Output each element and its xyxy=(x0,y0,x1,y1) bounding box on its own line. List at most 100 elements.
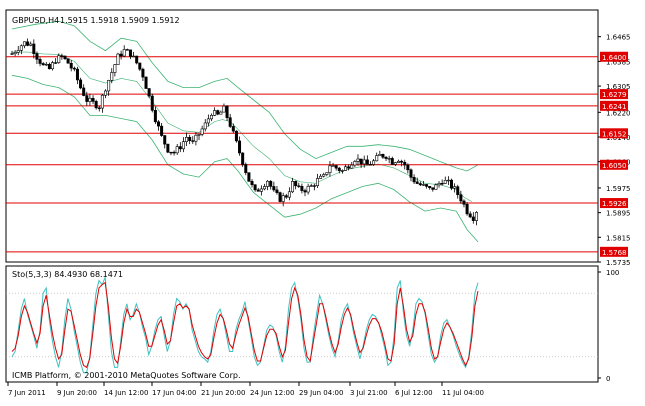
candle-body xyxy=(172,151,176,154)
candle-body xyxy=(400,160,404,163)
x-tick-label: 3 Jul 21:00 xyxy=(350,389,388,397)
level-label-box xyxy=(600,128,628,139)
level-label-box xyxy=(600,159,628,170)
candle-body xyxy=(178,146,182,150)
candle-body xyxy=(275,189,279,193)
y-tick-label: 1.5815 xyxy=(606,234,631,242)
candle-body xyxy=(250,181,254,186)
candle-body xyxy=(166,143,170,153)
candle-body xyxy=(322,174,326,177)
level-label-box xyxy=(600,89,628,100)
candle-body xyxy=(122,49,126,57)
candle-body xyxy=(347,166,351,169)
candle-body xyxy=(22,41,26,47)
candle-body xyxy=(54,62,58,64)
candle-body xyxy=(32,43,36,54)
candle-body xyxy=(244,164,248,173)
candle-body xyxy=(144,76,148,89)
candle-body xyxy=(350,164,354,169)
candle-body xyxy=(66,58,70,64)
stoch-y-tick-label: 100 xyxy=(606,269,619,277)
candle-body xyxy=(225,105,229,118)
candle-body xyxy=(443,180,447,184)
stoch-label: Sto(5,3,3) 84.4930 68.1471 xyxy=(12,270,123,279)
candle-body xyxy=(446,179,450,182)
candle-body xyxy=(269,180,273,187)
stoch-y-tick-label: 0 xyxy=(606,375,610,383)
candle-body xyxy=(465,203,469,215)
candle-body xyxy=(428,186,432,189)
candle-body xyxy=(284,195,288,198)
candle-body xyxy=(315,178,319,187)
candle-body xyxy=(238,140,242,154)
candle-body xyxy=(13,52,17,55)
candle-body xyxy=(468,213,472,218)
candle-body xyxy=(266,180,270,187)
level-label: 1.6279 xyxy=(602,91,627,99)
candle-body xyxy=(185,136,189,142)
candle-body xyxy=(26,41,30,46)
candle-body xyxy=(256,189,260,192)
candle-body xyxy=(241,152,245,165)
candle-body xyxy=(453,186,457,189)
candle-body xyxy=(203,122,207,130)
candle-body xyxy=(85,95,89,102)
candle-body xyxy=(47,63,51,70)
candle-body xyxy=(412,177,416,183)
candle-body xyxy=(440,183,444,185)
candle-body xyxy=(425,184,429,187)
candle-body xyxy=(100,94,104,109)
x-tick-label: 29 Jun 04:00 xyxy=(299,389,343,397)
candle-body xyxy=(119,53,123,57)
candle-body xyxy=(247,172,251,182)
candle-body xyxy=(409,169,413,178)
stoch-signal-line xyxy=(11,281,479,369)
candle-body xyxy=(209,115,213,120)
level-label-box xyxy=(600,100,628,111)
candle-body xyxy=(94,101,98,109)
y-tick-label: 1.5895 xyxy=(606,210,631,218)
candle-body xyxy=(334,165,338,169)
candle-body xyxy=(337,167,341,172)
candle-body xyxy=(372,160,376,165)
x-tick-label: 6 Jul 12:00 xyxy=(395,389,433,397)
candle-body xyxy=(381,153,385,158)
candle-body xyxy=(390,158,394,165)
candle-body xyxy=(38,59,42,64)
x-tick-label: 21 Jun 20:00 xyxy=(201,389,245,397)
candle-body xyxy=(384,156,388,159)
candle-body xyxy=(306,185,310,193)
chart-ohlc-label: 1.5915 1.5918 1.5909 1.5912 xyxy=(60,16,180,25)
candle-body xyxy=(104,90,108,96)
candle-body xyxy=(75,68,79,81)
candle-body xyxy=(325,172,329,175)
level-label-box xyxy=(600,198,628,209)
candle-body xyxy=(91,98,95,102)
candle-body xyxy=(403,161,407,166)
candle-body xyxy=(113,64,117,73)
candle-body xyxy=(132,55,136,58)
y-tick-label: 1.6465 xyxy=(606,34,631,42)
candle-body xyxy=(150,95,154,111)
y-tick-label: 1.6220 xyxy=(606,109,631,117)
candle-body xyxy=(107,80,111,92)
level-label-box xyxy=(600,246,628,257)
candle-body xyxy=(340,170,344,172)
y-tick-label: 1.5735 xyxy=(606,259,631,267)
candle-body xyxy=(213,110,217,116)
candle-body xyxy=(359,158,363,165)
level-label: 1.6400 xyxy=(602,54,627,62)
x-tick-label: 9 Jun 20:00 xyxy=(57,389,97,397)
candle-body xyxy=(110,72,114,81)
candle-body xyxy=(231,126,235,132)
candle-body xyxy=(287,191,291,198)
candle-body xyxy=(10,53,14,55)
candle-body xyxy=(297,185,301,187)
candle-body xyxy=(206,118,210,124)
candle-body xyxy=(328,165,332,173)
candle-body xyxy=(72,67,76,70)
candle-body xyxy=(331,165,335,167)
candle-body xyxy=(431,187,435,190)
